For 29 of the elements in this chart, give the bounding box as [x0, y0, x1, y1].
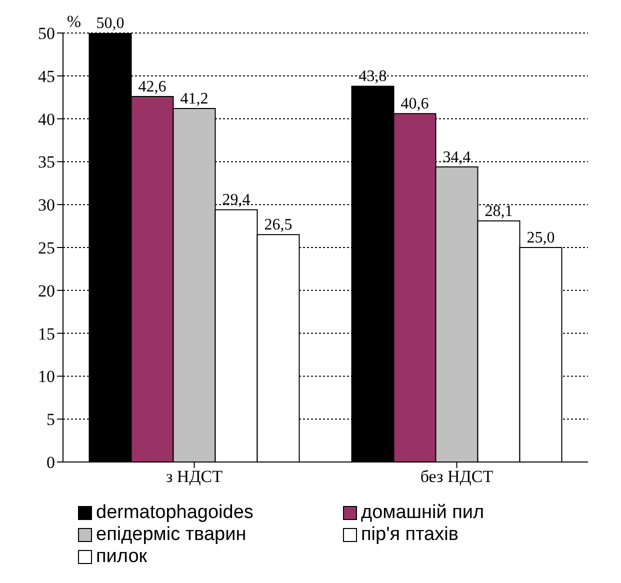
data-label: 43,8 — [358, 68, 387, 86]
y-axis-title: % — [66, 12, 81, 32]
legend-label: епідерміс тварин — [96, 524, 246, 546]
data-label: 26,5 — [264, 216, 292, 234]
legend-label: пилок — [96, 546, 148, 568]
legend-label: dermatophagoides — [96, 502, 254, 524]
y-tick-label: 10 — [38, 367, 55, 386]
y-tick-label: 20 — [38, 281, 55, 300]
legend-label: пір'я птахів — [361, 524, 458, 546]
data-label: 50,0 — [96, 15, 124, 32]
x-tick-label: з НДСТ — [166, 467, 224, 486]
y-tick-label: 0 — [46, 453, 55, 472]
y-tick-label: 35 — [38, 152, 55, 172]
x-tick-label: без НДСТ — [420, 467, 494, 486]
data-label: 42,6 — [138, 78, 166, 96]
y-tick-label: 45 — [38, 66, 55, 86]
y-tick-label: 40 — [38, 110, 55, 129]
y-tick-label: 30 — [38, 196, 55, 215]
data-label: 25,0 — [526, 230, 555, 246]
legend-label: домашній пил — [361, 502, 484, 524]
data-label: 28,1 — [484, 202, 513, 220]
data-label: 29,4 — [222, 192, 250, 209]
y-tick-label: 50 — [38, 24, 55, 44]
data-label: 34,4 — [442, 148, 471, 166]
y-tick-label: 25 — [38, 238, 55, 258]
data-label: 41,2 — [180, 90, 208, 108]
y-tick-label: 15 — [38, 324, 55, 344]
data-label: 40,6 — [400, 96, 429, 113]
y-tick-label: 5 — [46, 410, 55, 430]
